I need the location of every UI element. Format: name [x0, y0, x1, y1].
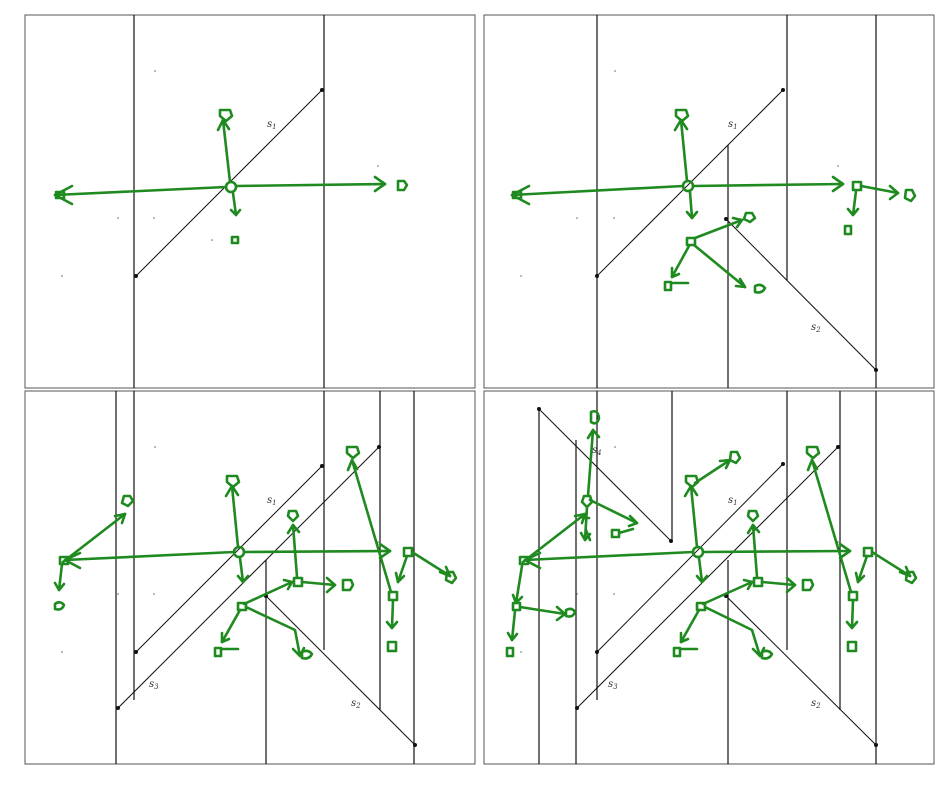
segment-label-s1: s1	[267, 119, 277, 131]
segment-label-s4: s4	[592, 445, 602, 457]
segment-label-s1: s1	[728, 495, 738, 507]
grid-dots	[520, 70, 839, 277]
search-tree-annotation	[510, 108, 917, 294]
panel-1: s1	[24, 14, 476, 389]
segment-s1	[595, 462, 785, 654]
panel-3: s1 s2 s3	[24, 390, 476, 765]
segment-s3	[116, 445, 381, 710]
panel-frame	[483, 390, 935, 765]
segment-s1	[595, 88, 785, 278]
panel-frame	[24, 14, 476, 389]
grid-dots	[61, 70, 379, 277]
segment-label-s1: s1	[728, 119, 738, 131]
grid-dots	[61, 446, 379, 653]
segment-label-s3: s3	[608, 679, 618, 691]
segment-s2	[264, 594, 417, 747]
segment-label-s2: s2	[351, 698, 361, 710]
vertical-lines	[115, 391, 415, 764]
segment-s4	[537, 407, 673, 543]
vertical-lines	[133, 15, 325, 388]
segment-s1	[134, 464, 324, 654]
segment-s2	[724, 217, 878, 372]
segment-label-s2: s2	[811, 322, 821, 334]
segment-s2	[724, 594, 878, 747]
search-tree-annotation	[53, 108, 409, 245]
segment-label-s2: s2	[811, 698, 821, 710]
panel-frame	[24, 390, 476, 765]
segment-label-s1: s1	[267, 495, 277, 507]
panel-2: s1 s2	[483, 14, 935, 389]
search-tree-annotation	[53, 445, 458, 660]
panel-frame	[483, 14, 935, 389]
segment-label-s3: s3	[149, 679, 159, 691]
segment-s3	[575, 445, 840, 710]
search-tree-annotation	[505, 409, 918, 660]
panel-4: s1 s2 s3 s4	[483, 390, 935, 765]
